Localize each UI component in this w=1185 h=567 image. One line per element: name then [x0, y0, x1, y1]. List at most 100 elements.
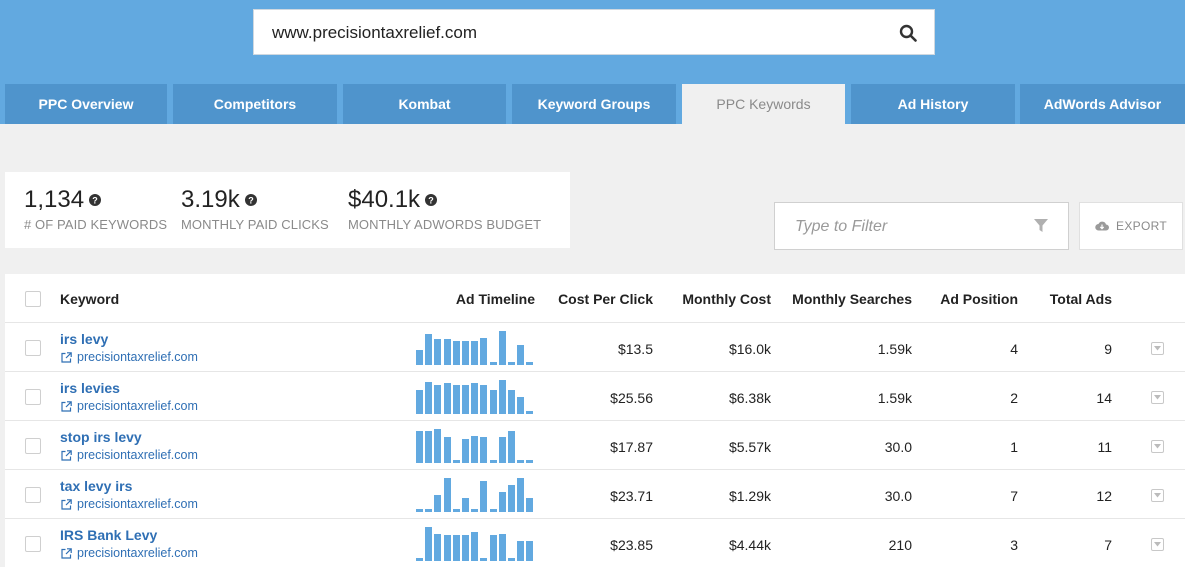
header-ad-timeline[interactable]: Ad Timeline [455, 291, 535, 307]
timeline-bar [425, 509, 433, 512]
timeline-bar [452, 385, 460, 414]
monthly-cost-cell: $16.0k [728, 341, 771, 357]
timeline-bar [526, 460, 534, 463]
timeline-bar [471, 532, 479, 561]
timeline-bar [452, 341, 460, 365]
tab-ppc-overview[interactable]: PPC Overview [5, 84, 167, 124]
row-checkbox[interactable] [25, 438, 41, 454]
domain-link[interactable]: precisiontaxrelief.com [61, 350, 198, 364]
keyword-link[interactable]: irs levies [60, 380, 120, 396]
external-link-icon [61, 449, 72, 461]
domain-link[interactable]: precisiontaxrelief.com [61, 448, 198, 462]
header-monthly-cost[interactable]: Monthly Cost [682, 291, 771, 307]
timeline-bar [462, 385, 469, 414]
timeline-bar [462, 439, 469, 463]
table-header: Keyword Ad Timeline Cost Per Click Month… [5, 274, 1185, 323]
timeline-bar [498, 331, 506, 365]
ad-position-cell: 2 [1010, 390, 1018, 406]
table-row: irs levy precisiontaxrelief.com $13.5 $1… [5, 323, 1185, 372]
timeline-bar [425, 527, 433, 561]
timeline-bar [517, 541, 525, 561]
keyword-link[interactable]: IRS Bank Levy [60, 527, 158, 543]
table-row: IRS Bank Levy precisiontaxrelief.com $23… [5, 519, 1185, 567]
stat-value: 3.19k [181, 186, 240, 213]
tab-adwords-advisor[interactable]: AdWords Advisor [1020, 84, 1185, 124]
external-link-icon [61, 547, 72, 559]
stat-monthly-paid-clicks: 3.19k? MONTHLY PAID CLICKS [181, 186, 329, 232]
stat-label: # OF PAID KEYWORDS [24, 217, 168, 232]
tab-kombat[interactable]: Kombat [343, 84, 506, 124]
search-icon[interactable] [896, 21, 920, 45]
timeline-bar [480, 338, 488, 365]
timeline-bar [425, 334, 433, 365]
domain-label: precisiontaxrelief.com [77, 497, 198, 511]
cloud-download-icon [1095, 221, 1110, 231]
filter-input[interactable] [795, 215, 1025, 239]
expand-row-icon[interactable] [1151, 538, 1164, 551]
keyword-link[interactable]: tax levy irs [60, 478, 133, 494]
tab-keyword-groups[interactable]: Keyword Groups [512, 84, 676, 124]
question-icon[interactable]: ? [89, 194, 102, 206]
question-icon[interactable]: ? [425, 194, 438, 206]
ad-timeline-chart [416, 331, 536, 365]
keyword-link[interactable]: irs levy [60, 331, 109, 347]
domain-link[interactable]: precisiontaxrelief.com [61, 546, 198, 560]
timeline-bar [508, 362, 515, 365]
expand-row-icon[interactable] [1151, 489, 1164, 502]
timeline-bar [452, 509, 460, 512]
keyword-link[interactable]: stop irs levy [60, 429, 142, 445]
domain-label: precisiontaxrelief.com [77, 350, 198, 364]
domain-link[interactable]: precisiontaxrelief.com [61, 399, 198, 413]
stat-label: MONTHLY ADWORDS BUDGET [348, 217, 542, 232]
stat-label: MONTHLY PAID CLICKS [181, 217, 329, 232]
timeline-bar [443, 383, 451, 414]
monthly-cost-cell: $5.57k [728, 439, 771, 455]
tab-ppc-keywords[interactable]: PPC Keywords [682, 84, 845, 124]
question-icon[interactable]: ? [244, 194, 257, 206]
timeline-bar [471, 509, 479, 512]
header-ad-position[interactable]: Ad Position [940, 291, 1018, 307]
timeline-bar [508, 390, 515, 414]
expand-row-icon[interactable] [1151, 342, 1164, 355]
timeline-bar [508, 558, 515, 561]
timeline-bar [443, 535, 451, 561]
domain-link[interactable]: precisiontaxrelief.com [61, 497, 198, 511]
ad-timeline-chart [416, 478, 536, 512]
header-keyword[interactable]: Keyword [60, 291, 120, 307]
row-checkbox[interactable] [25, 487, 41, 503]
expand-row-icon[interactable] [1151, 391, 1164, 404]
timeline-bar [416, 431, 423, 463]
svg-text:?: ? [92, 195, 98, 205]
header-cost-per-click[interactable]: Cost Per Click [558, 291, 653, 307]
timeline-bar [425, 382, 433, 414]
timeline-bar [489, 390, 497, 414]
select-all-checkbox[interactable] [25, 291, 41, 307]
tab-ad-history[interactable]: Ad History [851, 84, 1015, 124]
timeline-bar [434, 385, 442, 414]
timeline-bar [526, 362, 534, 365]
search-input[interactable] [272, 19, 872, 47]
row-checkbox[interactable] [25, 340, 41, 356]
export-button[interactable]: EXPORT [1079, 202, 1183, 250]
stat-paid-keywords: 1,134? # OF PAID KEYWORDS [24, 186, 167, 232]
external-link-icon [61, 400, 72, 412]
header-total-ads[interactable]: Total Ads [1049, 291, 1112, 307]
timeline-bar [517, 478, 525, 512]
row-checkbox[interactable] [25, 536, 41, 552]
tab-competitors[interactable]: Competitors [173, 84, 337, 124]
timeline-bar [443, 339, 451, 365]
ad-timeline-chart [416, 429, 536, 463]
timeline-bar [517, 345, 525, 365]
ad-position-cell: 7 [1010, 488, 1018, 504]
expand-row-icon[interactable] [1151, 440, 1164, 453]
ad-position-cell: 1 [1010, 439, 1018, 455]
timeline-bar [462, 341, 469, 365]
header-monthly-searches[interactable]: Monthly Searches [792, 291, 912, 307]
timeline-bar [480, 385, 488, 414]
timeline-bar [526, 498, 534, 512]
total-ads-cell: 11 [1097, 439, 1112, 455]
tab-bar: PPC Overview Competitors Kombat Keyword … [0, 84, 1185, 124]
timeline-bar [434, 339, 442, 365]
timeline-bar [425, 431, 433, 463]
row-checkbox[interactable] [25, 389, 41, 405]
